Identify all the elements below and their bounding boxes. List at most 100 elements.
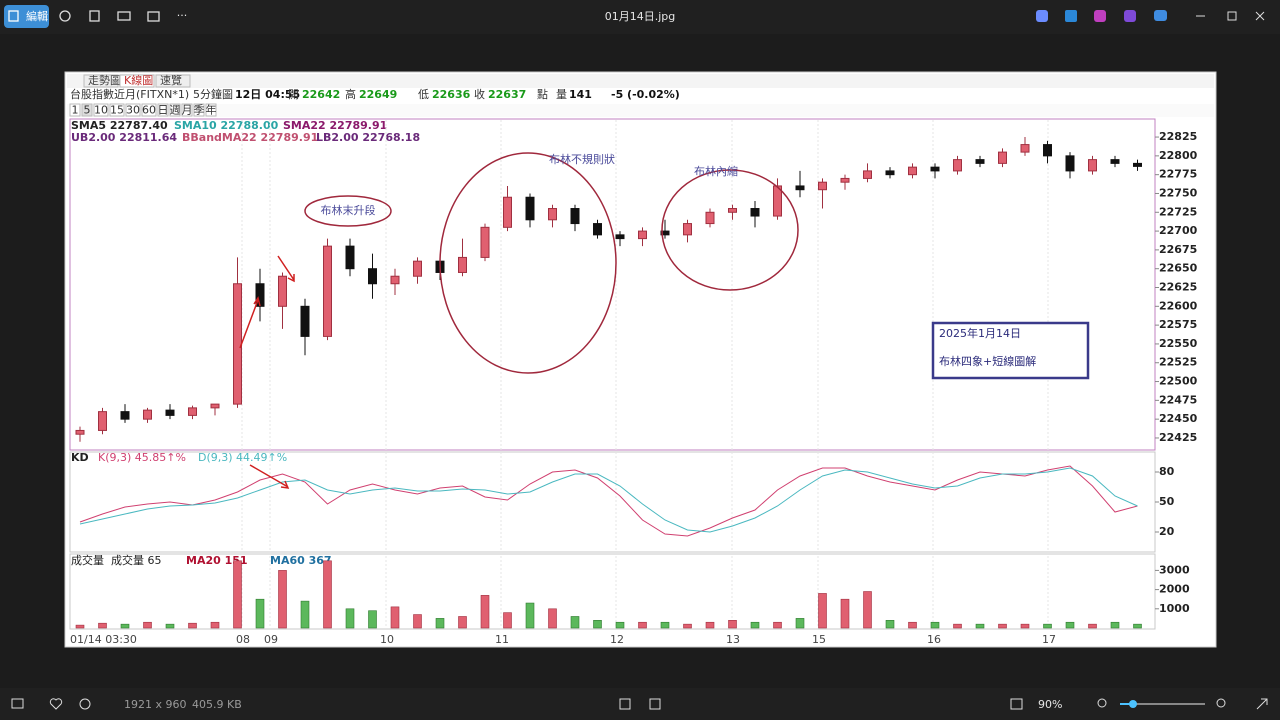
period-button[interactable] — [181, 103, 193, 117]
volume-bar — [345, 608, 355, 629]
tab-strip — [67, 74, 1214, 88]
time-label: 09 — [264, 633, 278, 646]
volume-bar — [660, 621, 670, 629]
more-icon[interactable]: ··· — [177, 9, 188, 22]
tab-label[interactable]: 走勢圖 — [88, 73, 121, 87]
maximize[interactable] — [1227, 11, 1237, 21]
y-tick-label: 22600 — [1159, 299, 1198, 312]
y-tick-label: 22475 — [1159, 393, 1197, 406]
period-button[interactable] — [169, 103, 181, 117]
volume-bar — [188, 622, 197, 629]
delete-icon[interactable] — [89, 10, 100, 22]
volume-bar — [435, 618, 445, 629]
period-label[interactable]: 60 — [142, 104, 156, 117]
period-label[interactable]: 年 — [206, 103, 217, 117]
candle-body — [458, 256, 467, 273]
info-icon[interactable] — [79, 698, 91, 710]
period-label[interactable]: 月 — [182, 104, 193, 117]
period-button[interactable] — [157, 103, 169, 117]
period-button[interactable] — [109, 103, 125, 117]
candle-body — [143, 409, 152, 420]
period-button[interactable] — [81, 103, 93, 117]
period-label[interactable]: 1 — [72, 104, 79, 117]
fullscreen[interactable] — [1256, 698, 1268, 710]
period-button[interactable] — [141, 103, 157, 117]
period-label[interactable]: 季 — [194, 104, 205, 117]
period-button[interactable] — [193, 103, 205, 117]
y-tick-label: 22725 — [1159, 205, 1197, 218]
candle-body — [210, 403, 220, 409]
zoom-in[interactable] — [1216, 698, 1226, 708]
zoom-thumb[interactable] — [1129, 700, 1137, 708]
period-label[interactable]: 15 — [110, 104, 124, 117]
note-box — [931, 321, 1090, 380]
volume-bar — [120, 623, 130, 629]
volume-bar — [1043, 623, 1052, 629]
volume-bar — [300, 600, 310, 629]
print-icon[interactable] — [117, 11, 131, 21]
quote-label: 高 — [345, 87, 356, 101]
period-label[interactable]: 日 — [158, 104, 169, 117]
edit-label[interactable]: 編輯 — [26, 9, 48, 23]
rotate-icon[interactable] — [59, 10, 71, 22]
close[interactable] — [1255, 11, 1265, 21]
volume-bar — [818, 593, 827, 629]
period-button[interactable] — [69, 103, 81, 117]
scan-icon[interactable] — [619, 698, 631, 710]
app-icon[interactable] — [1154, 10, 1167, 21]
volume-bar — [323, 560, 332, 629]
volume-bar — [638, 621, 647, 629]
period-button[interactable] — [205, 103, 217, 117]
annotation: 布林末升段 — [321, 203, 376, 217]
dimensions: 1921 x 960 — [124, 698, 187, 711]
volume-bar — [98, 622, 107, 629]
legend-item: SMA10 22788.00 — [174, 119, 279, 132]
price-panel — [69, 118, 1156, 451]
quote-value: 22636 — [432, 88, 471, 101]
period-button[interactable] — [125, 103, 141, 117]
zoom-out[interactable] — [1097, 698, 1107, 708]
app-icon[interactable] — [1065, 10, 1077, 22]
candle-body — [548, 208, 557, 221]
app-icon[interactable] — [1036, 10, 1048, 22]
period-button[interactable] — [93, 103, 109, 117]
period-label[interactable]: 週 — [170, 104, 181, 117]
volume-bar — [278, 570, 287, 629]
legend-item: BBandMA22 22789.91 — [182, 131, 318, 144]
unit: 點 — [537, 88, 548, 101]
annotation: 布林內縮 — [694, 164, 738, 178]
filename: 01月14日.jpg — [605, 10, 676, 23]
volume-bar — [368, 610, 377, 629]
tab[interactable] — [119, 74, 155, 88]
legend-item: K(9,3) 45.85↑% — [98, 451, 186, 464]
period-label[interactable]: 30 — [126, 104, 140, 117]
candle-body — [953, 159, 962, 172]
kd-line — [79, 467, 1138, 533]
tab-label[interactable]: K線圖 — [124, 73, 153, 87]
zoom-level[interactable]: 90% — [1038, 698, 1062, 711]
app-icon[interactable] — [1094, 10, 1106, 22]
tab[interactable] — [83, 74, 119, 88]
period-label[interactable]: 10 — [94, 104, 108, 117]
text-icon[interactable] — [649, 698, 661, 710]
share-icon[interactable] — [147, 11, 160, 22]
tab-label[interactable]: 速覽 — [160, 74, 182, 87]
y-tick-label: 22425 — [1159, 431, 1197, 444]
volume-ma: MA20 151 — [186, 554, 248, 567]
y-tick-label: 22575 — [1159, 318, 1197, 331]
candle-body — [503, 196, 512, 228]
y-tick-label: 80 — [1159, 465, 1175, 478]
period-strip — [67, 104, 1214, 117]
period-label[interactable]: 5 — [84, 104, 91, 117]
filmstrip-icon[interactable] — [11, 698, 24, 709]
volume-bar — [1110, 621, 1120, 629]
volume-bar — [503, 612, 512, 629]
legend-item: SMA5 22787.40 — [71, 119, 168, 132]
tab[interactable] — [155, 74, 191, 88]
fit-icon[interactable] — [1010, 698, 1023, 710]
favorite-icon[interactable] — [49, 698, 63, 710]
app-icon[interactable] — [1124, 10, 1136, 22]
kd-title: KD — [71, 451, 89, 464]
arrow — [249, 464, 290, 489]
volume-bar — [548, 608, 557, 629]
